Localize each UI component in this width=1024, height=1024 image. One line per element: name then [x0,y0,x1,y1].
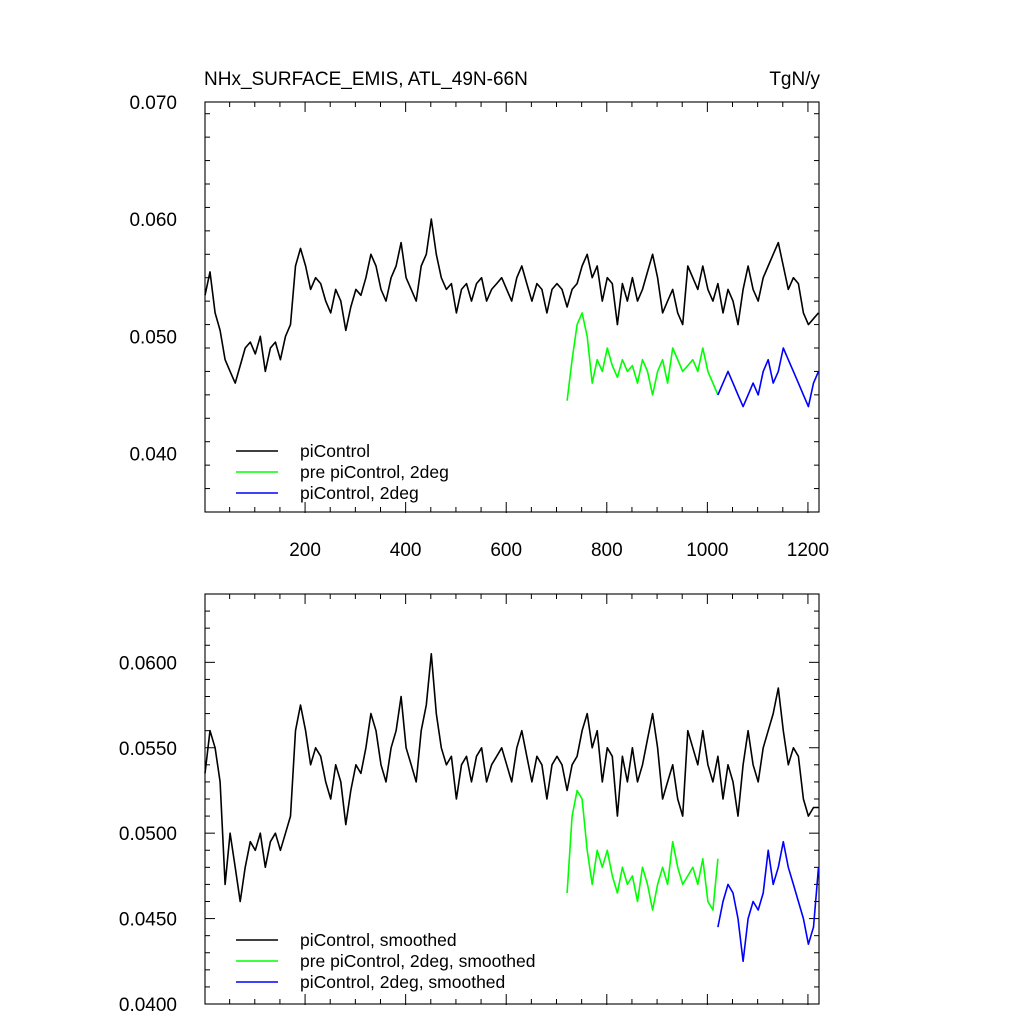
y-tick-label: 0.070 [129,93,177,114]
series-line-2 [717,347,820,408]
legend-label: piControl, smoothed [300,930,457,950]
y-tick-label: 0.0400 [119,995,177,1016]
top-axis-ticks: 200 400 600 800 1000 1200 0.040 0.050 0.060 0.070 [129,93,829,561]
legend-label: piControl [300,441,370,461]
series-line-0 [204,218,820,384]
y-tick-label: 0.050 [129,327,177,348]
x-tick-label: 600 [490,540,522,561]
series-line-2 [717,840,820,963]
bottom-series-group [204,653,820,963]
y-tick-label: 0.0550 [119,739,177,760]
y-tick-label: 0.0600 [119,653,177,674]
legend-label: piControl, 2deg [300,483,419,503]
top-chart-units: TgN/y [769,69,820,90]
x-tick-label: 1200 [787,540,829,561]
bottom-plot-frame [204,593,820,1005]
x-tick-label: 800 [591,540,623,561]
top-chart-title: NHx_SURFACE_EMIS, ATL_49N-66N [204,69,528,90]
y-tick-label: 0.060 [129,210,177,231]
legend-label: piControl, 2deg, smoothed [300,972,505,992]
bottom-panel: 0.0400 0.0450 0.0500 0.0550 0.0600 piControl… [119,593,820,1016]
x-tick-label: 400 [390,540,422,561]
bottom-axis-ticks: 0.0400 0.0450 0.0500 0.0550 0.0600 [119,593,819,1016]
legend-label: pre piControl, 2deg, smoothed [300,951,535,971]
y-tick-label: 0.040 [129,444,177,465]
series-line-1 [566,312,719,401]
series-line-0 [204,653,819,903]
top-panel: NHx_SURFACE_EMIS, ATL_49N-66N TgN/y 200 4… [129,69,829,561]
series-line-1 [566,789,719,911]
legend-label: pre piControl, 2deg [300,462,449,482]
x-tick-label: 200 [289,540,321,561]
top-plot-frame [204,101,820,513]
y-tick-label: 0.0450 [119,910,177,931]
top-series-group [204,218,820,408]
y-tick-label: 0.0500 [119,824,177,845]
x-tick-label: 1000 [686,540,728,561]
